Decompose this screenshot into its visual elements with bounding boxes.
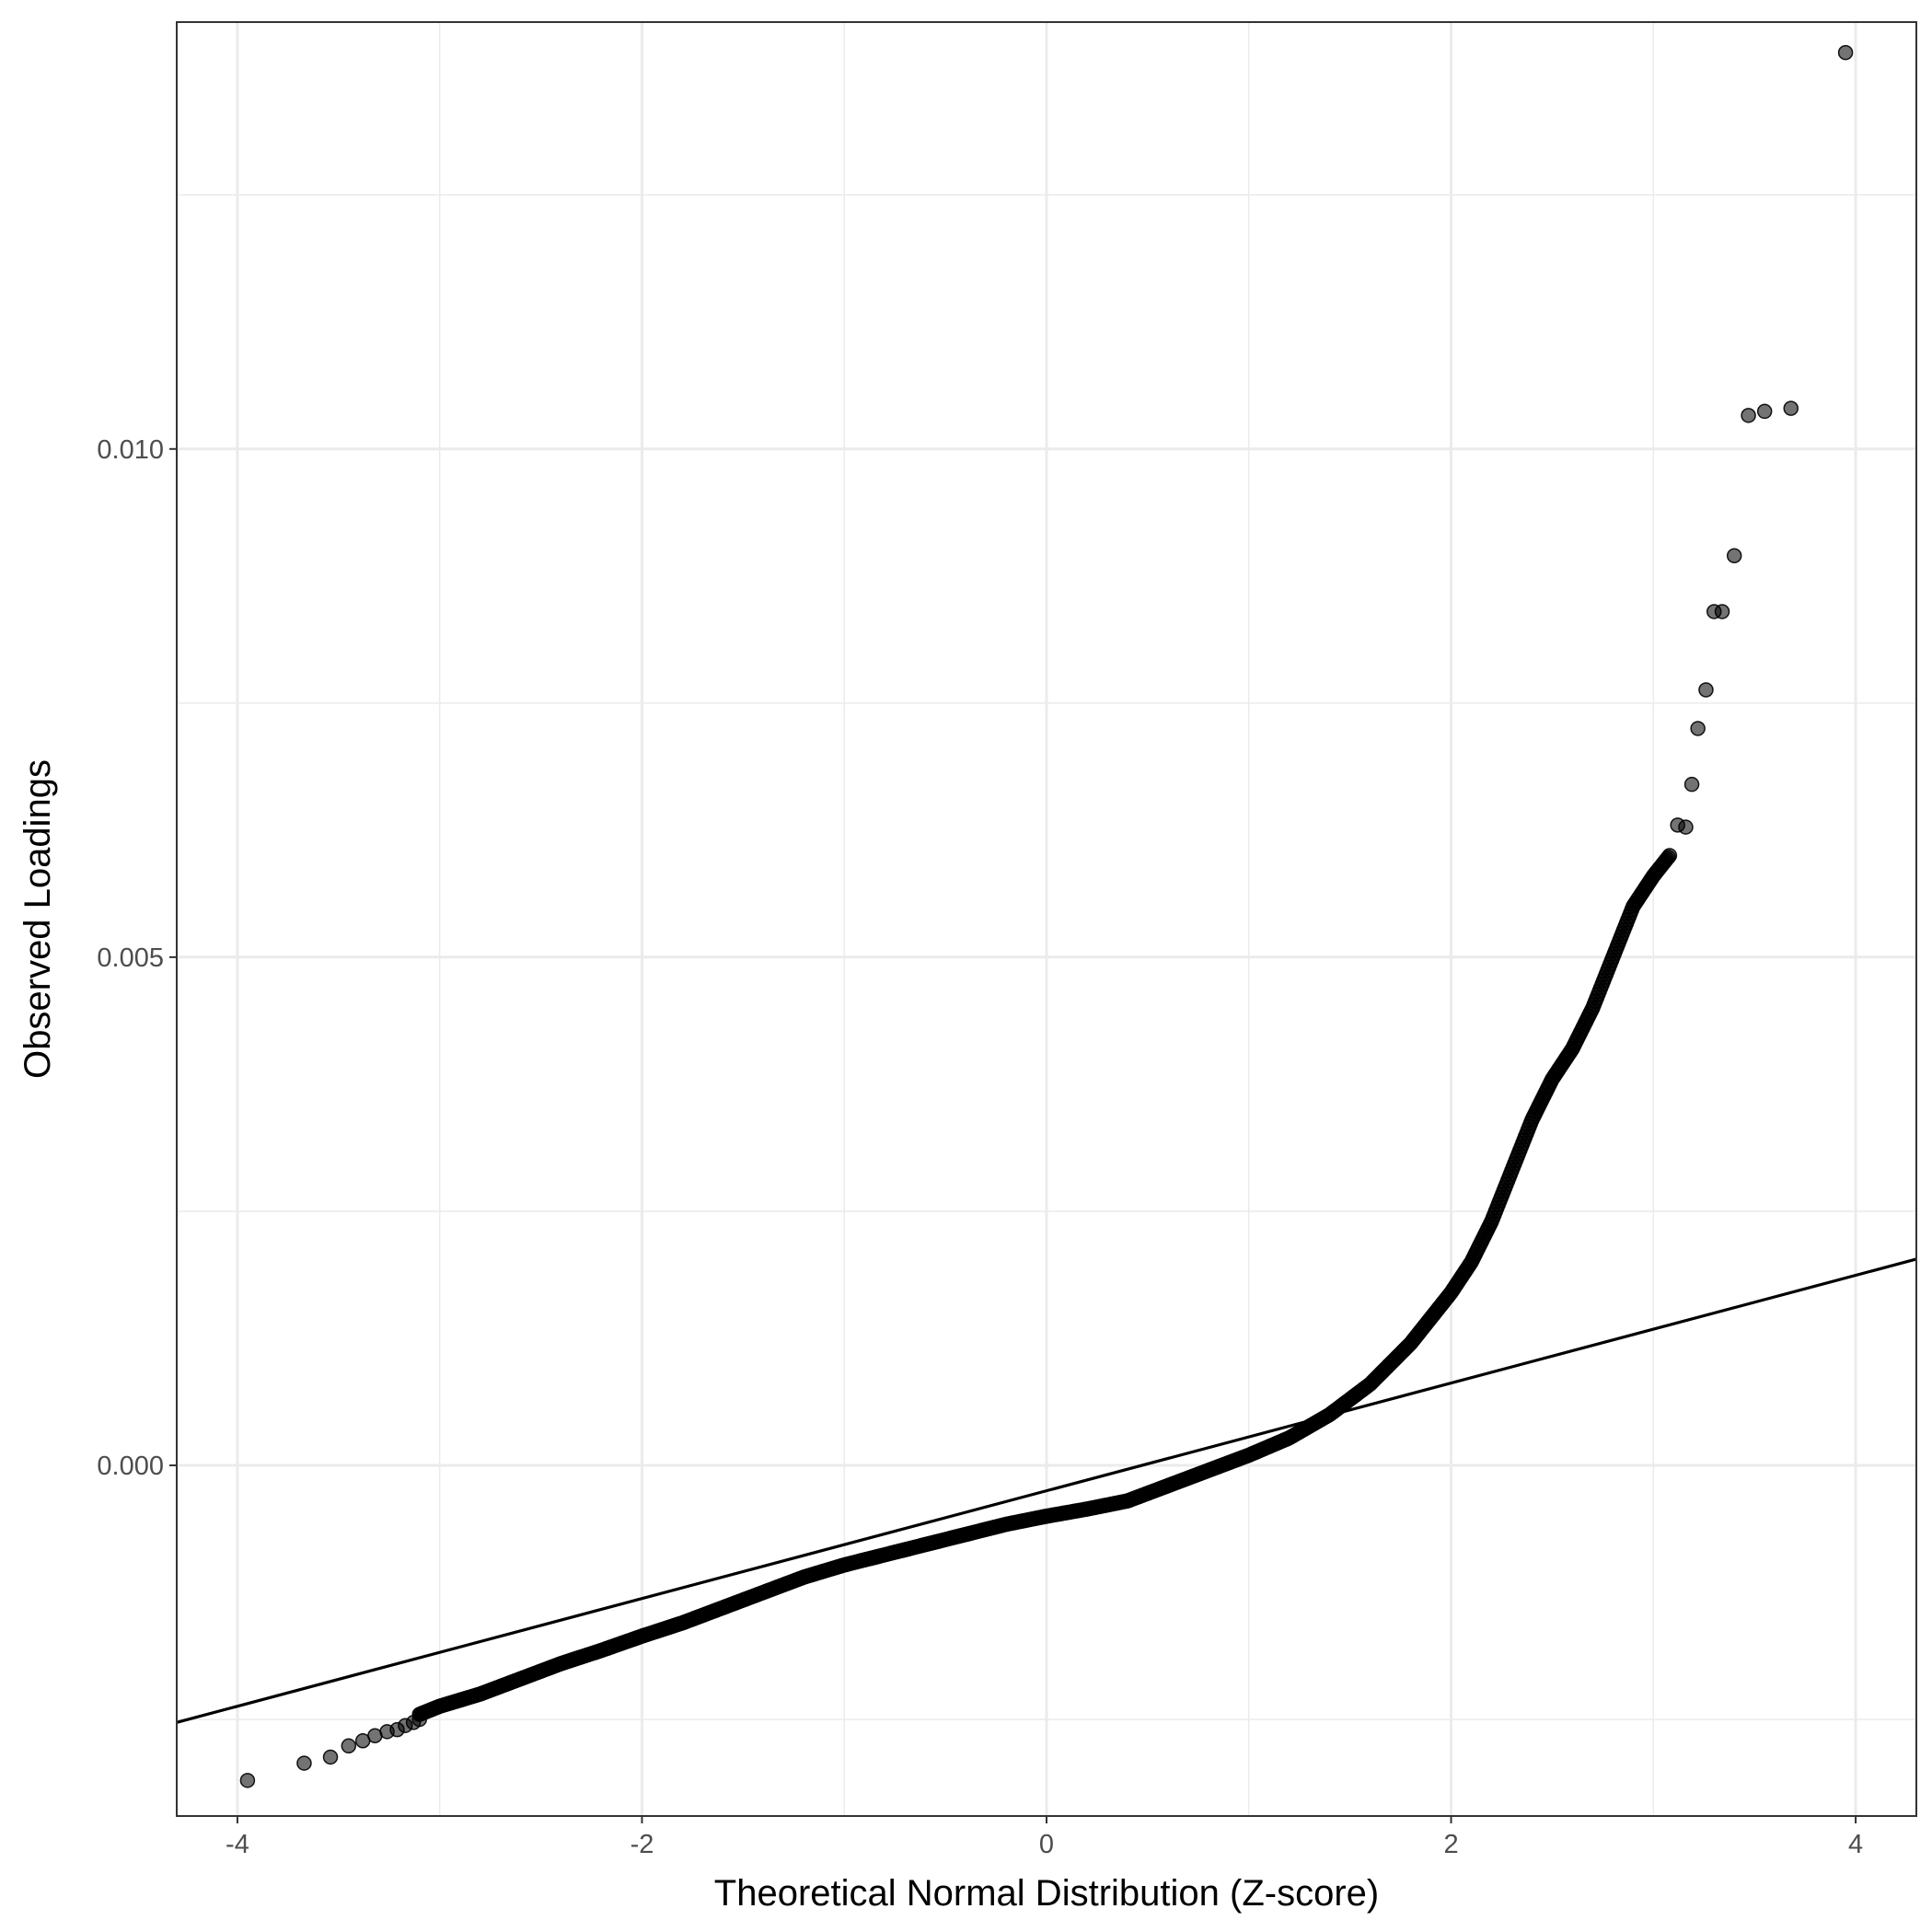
data-point [322, 1749, 339, 1765]
data-point [1683, 776, 1700, 792]
data-point [341, 1738, 357, 1754]
data-point [1698, 682, 1714, 698]
y-tick-label: 0.005 [97, 943, 164, 973]
data-point [1837, 44, 1854, 61]
reference-line [176, 1257, 1917, 1724]
y-tick-label: 0.010 [97, 435, 164, 465]
y-axis-title: Observed Loadings [17, 759, 58, 1079]
data-point [1678, 819, 1694, 835]
grid-layer [177, 22, 1916, 1816]
data-point [1661, 848, 1678, 863]
x-tick-label: -2 [631, 1830, 654, 1859]
axis-ticks: -4 -2 0 2 4 0.000 0.005 0.010 [97, 435, 1863, 1859]
x-tick-label: 2 [1443, 1830, 1458, 1859]
x-axis-title: Theoretical Normal Distribution (Z-score… [714, 1873, 1379, 1914]
data-point [296, 1755, 312, 1771]
data-point [1783, 400, 1799, 416]
x-tick-label: 4 [1848, 1830, 1863, 1859]
data-point [1714, 604, 1730, 619]
data-point [1690, 721, 1706, 736]
x-tick-label: 0 [1039, 1830, 1054, 1859]
data-point [411, 1711, 427, 1728]
data-points [239, 44, 1854, 1788]
data-point [1741, 408, 1756, 423]
data-point [1756, 403, 1773, 420]
data-point [1726, 548, 1742, 563]
x-tick-label: -4 [226, 1830, 249, 1859]
y-tick-label: 0.000 [97, 1452, 164, 1481]
data-point [239, 1773, 256, 1788]
